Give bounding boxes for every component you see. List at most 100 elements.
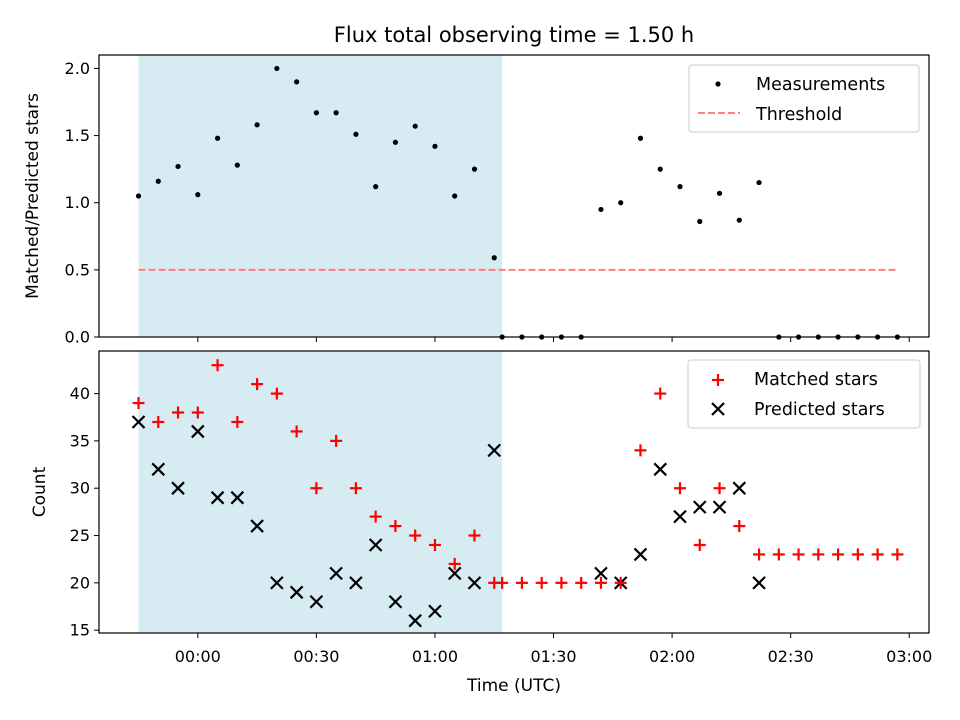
matched-star-point: [634, 444, 647, 457]
matched-star-point: [251, 378, 264, 391]
matched-star-point: [496, 576, 509, 589]
bottom-y-axis-label: Count: [30, 466, 50, 517]
matched-star-point: [428, 538, 441, 551]
x-tick-label: 03:00: [886, 647, 932, 666]
top-y-tick-label: 1.0: [65, 193, 90, 212]
predicted-star-point: [752, 576, 766, 590]
bottom-legend: Matched stars Predicted stars: [687, 359, 921, 429]
predicted-star-point: [447, 566, 462, 581]
measurements-points: [135, 65, 900, 340]
measurement-point: [234, 162, 240, 168]
bottom-y-ticks: 15 20 25 30 35 40: [70, 384, 99, 640]
predicted-star-point: [131, 415, 146, 429]
top-y-tick-label: 1.5: [65, 126, 90, 145]
measurement-point: [175, 163, 181, 170]
matched-star-point: [389, 520, 402, 533]
measurement-point: [274, 65, 280, 72]
x-tick-label: 01:00: [412, 647, 458, 666]
measurement-point: [697, 218, 703, 225]
measurement-point: [333, 110, 339, 116]
predicted-star-point: [428, 604, 442, 619]
predicted-star-point: [487, 443, 502, 458]
matched-star-point: [211, 359, 224, 372]
matched-star-point: [832, 548, 845, 561]
legend-predicted-marker: [711, 402, 725, 416]
bottom-axes-frame: [98, 350, 930, 634]
x-tick-label: 01:30: [530, 647, 576, 666]
matched-star-point: [172, 406, 185, 419]
matched-star-point: [851, 548, 864, 561]
chart-title: Flux total observing time = 1.50 h: [334, 23, 694, 47]
matched-star-point: [191, 406, 204, 419]
top-shaded-region: [138, 55, 503, 337]
top-axes-frame: [98, 54, 930, 338]
matched-star-point: [792, 548, 805, 561]
measurement-point: [313, 110, 319, 116]
matched-star-point: [713, 482, 726, 495]
matched-star-point: [330, 434, 343, 447]
matched-star-point: [349, 482, 362, 495]
matched-star-point: [674, 482, 686, 495]
bottom-y-tick-label: 15: [70, 621, 90, 640]
matched-star-point: [575, 576, 588, 589]
measurement-point: [618, 200, 624, 206]
matched-star-point: [515, 576, 528, 589]
bottom-chart-panel: 15 20 25 30 35 40 00:00 00:30 01:00 01:30 02:00 02…: [30, 350, 932, 696]
measurement-point: [677, 184, 683, 190]
x-tick-label: 00:00: [175, 647, 221, 666]
predicted-star-point: [712, 500, 727, 514]
measurement-point: [195, 192, 201, 198]
predicted-star-point: [692, 500, 707, 514]
measurement-point: [294, 79, 300, 85]
matched-star-point: [270, 387, 283, 400]
matched-star-point: [733, 520, 746, 533]
predicted-star-point: [388, 594, 403, 609]
legend-matched-label: Matched stars: [754, 370, 878, 390]
matched-star-point: [693, 538, 706, 551]
bottom-legend-box: [687, 359, 921, 429]
matched-star-point: [555, 576, 568, 589]
matched-star-point: [614, 576, 627, 589]
matched-star-point: [753, 548, 766, 561]
measurement-point: [657, 166, 663, 172]
predicted-star-point: [171, 481, 185, 495]
measurement-point: [452, 193, 458, 199]
predicted-star-point: [210, 490, 225, 505]
predicted-stars-points: [131, 415, 766, 628]
x-tick-label: 02:30: [768, 647, 814, 666]
top-y-axis-label: Matched/Predicted stars: [23, 93, 43, 299]
matched-star-point: [654, 387, 667, 400]
legend-threshold-label: Threshold: [755, 105, 842, 125]
matched-star-point: [535, 576, 548, 589]
x-tick-label: 00:30: [293, 647, 339, 666]
measurement-point: [432, 143, 438, 149]
predicted-star-point: [673, 509, 687, 524]
bottom-y-tick-label: 20: [70, 573, 90, 592]
predicted-star-point: [329, 566, 343, 581]
x-tick-label: 02:00: [649, 647, 695, 666]
top-legend-box: [688, 64, 920, 133]
top-chart-panel: 0.0 0.5 1.0 1.5 2.0 Flux total observing tim…: [23, 23, 930, 347]
matched-star-point: [231, 415, 244, 428]
bottom-x-ticks: 00:00 00:30 01:00 01:30 02:00 02:30 03:00: [175, 633, 932, 666]
predicted-star-point: [349, 576, 363, 590]
top-y-tick-label: 0.0: [65, 328, 90, 347]
predicted-star-point: [151, 462, 166, 477]
measurement-point: [135, 193, 142, 199]
measurement-point: [598, 206, 604, 213]
matched-star-point: [871, 548, 884, 561]
measurement-point: [471, 166, 478, 172]
matched-star-point: [290, 425, 303, 438]
bottom-y-tick-label: 25: [70, 526, 90, 545]
legend-matched-marker: [712, 374, 724, 386]
predicted-star-point: [270, 576, 284, 590]
matched-star-point: [132, 397, 145, 410]
matched-star-point: [812, 548, 825, 561]
legend-predicted-label: Predicted stars: [754, 400, 885, 420]
measurement-point: [716, 190, 723, 196]
bottom-y-tick-label: 30: [70, 479, 90, 498]
matched-star-point: [409, 529, 422, 542]
predicted-star-point: [309, 594, 324, 609]
measurement-point: [637, 135, 644, 141]
